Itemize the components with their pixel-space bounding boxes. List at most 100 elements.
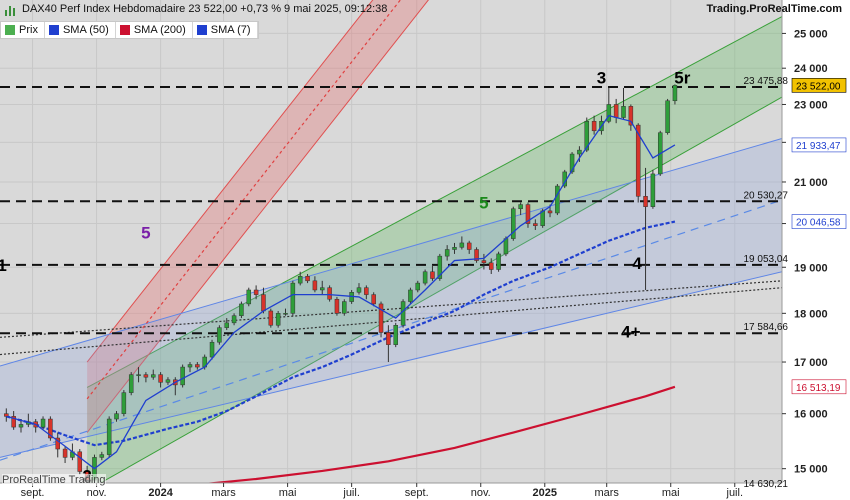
candle-body [408, 289, 413, 302]
candle-body [393, 325, 398, 345]
legend-item-sma200[interactable]: SMA (200) [116, 22, 193, 38]
candle-body [577, 149, 582, 155]
candle-body [327, 287, 332, 300]
candle-body [253, 289, 259, 295]
candle [518, 202, 523, 216]
candle [239, 301, 244, 319]
wave-label: 5 [141, 224, 150, 243]
candle [635, 123, 641, 203]
candle-body [613, 104, 619, 118]
candle [364, 285, 369, 300]
wave-label: 3 [597, 68, 606, 87]
candle [327, 285, 332, 302]
candle-body [195, 364, 200, 368]
candle [55, 432, 60, 458]
candle-body [283, 313, 288, 315]
trend-line-dotted-1 [0, 280, 782, 338]
candle [209, 339, 215, 360]
candle-body [297, 276, 303, 284]
x-tick-label: 2025 [533, 487, 557, 499]
candle [415, 280, 421, 293]
candle [665, 98, 670, 135]
legend-item-sma7[interactable]: SMA (7) [193, 22, 258, 38]
candle-body [62, 448, 68, 458]
candle-body [128, 374, 134, 393]
y-tick-label: 19 000 [794, 262, 828, 274]
candle [224, 318, 229, 331]
candle [128, 372, 134, 396]
candle [533, 219, 538, 230]
candle [488, 258, 494, 275]
candle-body [430, 271, 435, 279]
candle [577, 146, 582, 162]
legend-item-sma50[interactable]: SMA (50) [45, 22, 116, 38]
candle [297, 271, 303, 286]
level-label: 19 053,04 [744, 254, 789, 265]
candle-body [555, 185, 560, 214]
candle-body [452, 247, 457, 250]
candle [312, 276, 318, 293]
y-tick-label: 18 000 [794, 308, 828, 320]
candle-body [437, 255, 443, 279]
candle-body [165, 379, 171, 383]
wave-label: 1 [0, 256, 7, 275]
sma200-line [203, 385, 676, 483]
bar-chart-icon [4, 4, 18, 16]
x-tick-label: mars [594, 487, 619, 499]
candle [180, 364, 185, 388]
candle-body [239, 303, 244, 316]
price-badge-label: 21 933,47 [796, 141, 841, 152]
candle-body [378, 303, 384, 333]
x-tick-label: nov. [471, 487, 491, 499]
x-tick-label: juil. [342, 487, 360, 499]
channel-green-lower [99, 96, 782, 483]
candle [187, 362, 193, 373]
candle-body [665, 100, 670, 133]
price-badge [791, 214, 847, 229]
legend-item-price[interactable]: Prix [1, 22, 45, 38]
legend-label: SMA (50) [62, 24, 109, 36]
candle [606, 87, 612, 124]
price-badge [791, 379, 847, 395]
price-badge [791, 78, 847, 93]
candle [195, 362, 200, 370]
candle-body [474, 249, 479, 261]
candle-body [268, 310, 274, 326]
candle-body [606, 104, 612, 122]
candle-body [40, 418, 46, 428]
candle [11, 411, 16, 430]
legend-swatch [5, 25, 15, 35]
candle-body [180, 366, 185, 386]
candle-body [628, 106, 634, 126]
candle [283, 308, 288, 316]
candle-body [488, 262, 494, 270]
site-label[interactable]: Trading.ProRealTime.com [706, 3, 842, 15]
trend-line-red-midline [86, 0, 402, 400]
candle-body [312, 280, 318, 291]
candle-body [672, 85, 678, 102]
candle [378, 301, 384, 338]
legend-swatch [119, 25, 130, 35]
candle [275, 310, 281, 328]
candle [466, 240, 472, 254]
x-tick-label: mai [662, 487, 680, 499]
sma50-line [6, 220, 676, 447]
candle-body [533, 223, 538, 226]
level-label: 17 584,66 [744, 322, 789, 333]
candle [320, 280, 325, 295]
candle [334, 296, 340, 316]
candle-body [621, 106, 626, 118]
legend-swatch [48, 25, 59, 35]
candle-body [643, 196, 648, 207]
candle-body [261, 294, 266, 312]
candle-body [217, 327, 222, 343]
candle-body [635, 124, 641, 197]
x-tick-label: sept. [21, 487, 45, 499]
candle [393, 322, 398, 348]
candle [342, 299, 347, 316]
level-label: 20 530,27 [744, 190, 789, 201]
candle [99, 451, 105, 461]
level-label: 14 630,21 [744, 479, 789, 490]
